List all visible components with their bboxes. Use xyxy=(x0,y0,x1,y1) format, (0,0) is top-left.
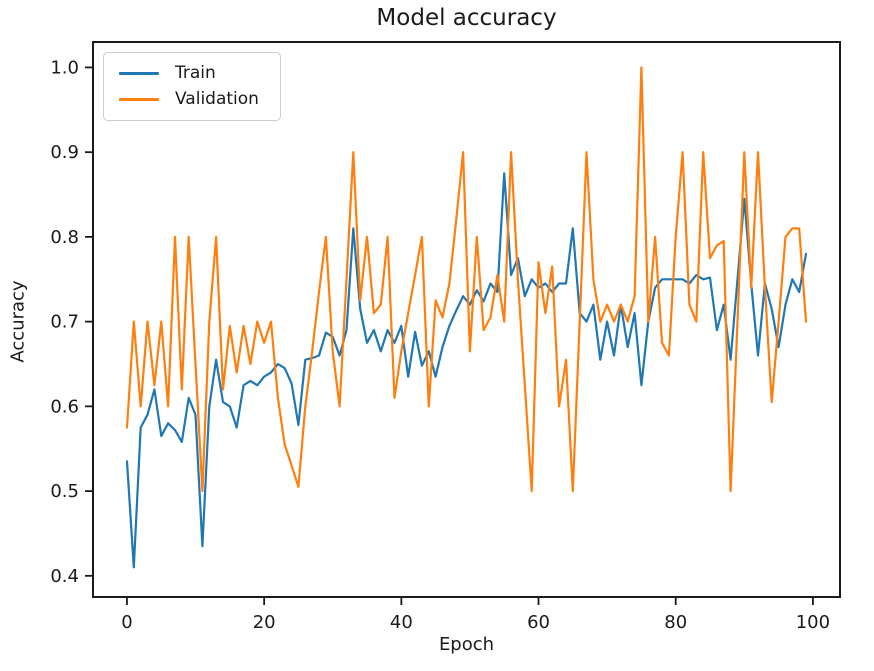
legend-entry-validation: Validation xyxy=(119,91,270,108)
x-axis: 0 20 40 60 80 100 xyxy=(121,597,830,633)
y-tick-label: 0.9 xyxy=(50,142,79,163)
train-line-swatch xyxy=(119,72,159,75)
x-tick-label: 100 xyxy=(796,612,830,633)
plot-frame xyxy=(92,41,841,598)
x-axis-label: Epoch xyxy=(438,634,495,655)
y-tick-label: 0.5 xyxy=(50,481,79,502)
y-axis-label: Accuracy xyxy=(7,280,29,363)
x-tick-label: 80 xyxy=(664,612,687,633)
y-tick-label: 0.7 xyxy=(50,312,79,333)
train-line xyxy=(125,172,808,569)
x-tick-label: 0 xyxy=(121,612,132,633)
x-tick-label: 20 xyxy=(253,612,276,633)
legend-entry-train: Train xyxy=(119,65,270,82)
y-tick-label: 0.4 xyxy=(50,566,79,587)
chart-title: Model accuracy xyxy=(376,5,557,31)
y-tick-label: 0.6 xyxy=(50,396,79,417)
y-tick-label: 0.8 xyxy=(50,227,79,248)
x-tick-label: 40 xyxy=(390,612,413,633)
legend: Train Validation xyxy=(103,52,281,121)
y-tick-label: 1.0 xyxy=(50,57,79,78)
legend-label-train: Train xyxy=(175,63,216,83)
x-tick-label: 60 xyxy=(527,612,550,633)
validation-line xyxy=(125,66,808,493)
validation-line-swatch xyxy=(119,98,159,101)
legend-label-validation: Validation xyxy=(175,89,259,109)
y-axis: 0.4 0.5 0.6 0.7 0.8 0.9 1.0 xyxy=(50,57,93,587)
